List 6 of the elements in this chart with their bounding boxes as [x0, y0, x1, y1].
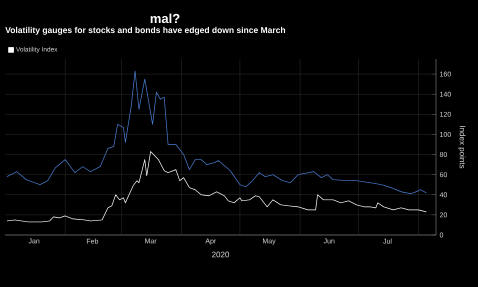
line-series [6, 151, 427, 222]
x-axis-title: 2020 [212, 252, 230, 258]
chart-subtitle: Volatility gauges for stocks and bonds have edged down since March [5, 26, 286, 35]
y-axis-title: Index points [458, 126, 466, 168]
chart-title: mal? [150, 14, 180, 24]
line-series [6, 70, 427, 194]
